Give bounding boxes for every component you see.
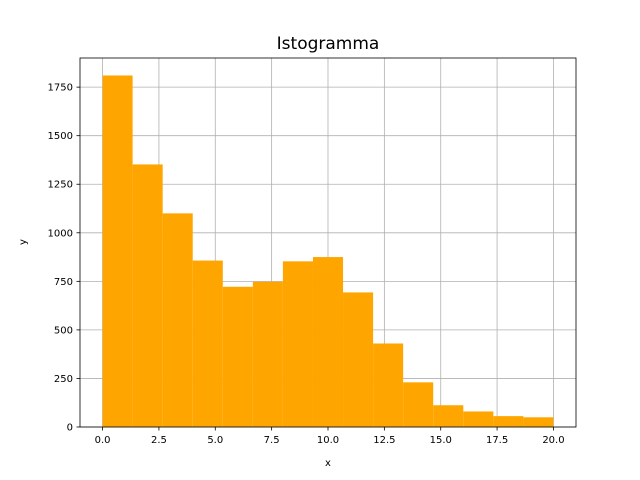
histogram-bar [523,417,554,427]
y-tick-label: 750 [54,277,73,288]
histogram-bar [132,164,163,427]
histogram-bar [463,411,494,427]
x-tick-label: 10.0 [317,435,339,446]
y-tick-label: 1750 [48,83,73,94]
x-tick-label: 17.5 [486,435,508,446]
histogram-bar [493,416,524,427]
x-tick-label: 7.5 [264,435,280,446]
y-tick-label: 1000 [48,228,73,239]
x-tick-label: 20.0 [542,435,564,446]
x-axis-label: x [325,458,331,469]
y-tick-label: 500 [54,325,73,336]
histogram-bar [343,292,374,427]
bars [102,75,554,428]
x-tick-label: 12.5 [373,435,395,446]
y-tick-label: 1250 [48,180,73,191]
histogram-bar [403,382,434,427]
histogram-bar [433,405,464,427]
histogram-bar [252,281,283,427]
x-axis-ticks: 0.0 2.5 5.0 7.5 10.0 12.5 15.0 17.5 20.0 [95,427,565,446]
y-axis-label: y [18,239,29,245]
y-axis-ticks: 0 250 500 750 1000 1250 1500 1750 [48,83,80,434]
y-tick-label: 250 [54,374,73,385]
chart-title: Istogramma [277,34,380,54]
histogram-bar [102,75,133,428]
x-tick-label: 2.5 [151,435,167,446]
histogram-bar [373,343,404,427]
histogram-bar [192,260,223,427]
histogram-bar [222,286,253,427]
x-tick-label: 0.0 [95,435,111,446]
y-tick-label: 0 [67,423,73,434]
x-tick-label: 5.0 [207,435,223,446]
y-tick-label: 1500 [48,131,73,142]
histogram-bar [282,261,313,427]
histogram-bar [162,213,193,427]
histogram-bar [312,257,344,427]
x-tick-label: 15.0 [430,435,452,446]
